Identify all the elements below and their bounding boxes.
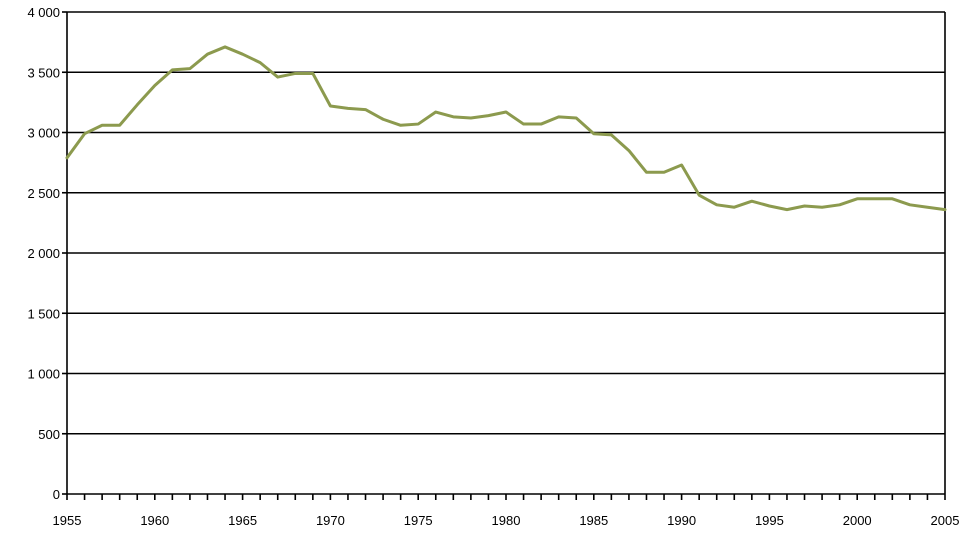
y-tick-label-3500: 3 500	[27, 65, 60, 80]
y-tick-label-1500: 1 500	[27, 306, 60, 321]
x-tick-label-1970: 1970	[316, 513, 345, 528]
series-line-0	[65, 45, 947, 212]
x-axis-tick-labels: 1955 1960 1965 1970 1975 1980 1985 1990 1995 2000…	[53, 513, 960, 528]
x-tick-label-1995: 1995	[755, 513, 784, 528]
x-tick-label-2005: 2005	[931, 513, 960, 528]
y-tick-label-1000: 1 000	[27, 367, 60, 382]
x-tick-label-1980: 1980	[492, 513, 521, 528]
y-tick-label-500: 500	[38, 427, 60, 442]
x-tick-label-1955: 1955	[53, 513, 82, 528]
y-tick-label-2500: 2 500	[27, 186, 60, 201]
x-tick-label-1990: 1990	[667, 513, 696, 528]
x-tick-label-1965: 1965	[228, 513, 257, 528]
x-tick-label-1960: 1960	[140, 513, 169, 528]
y-tick-label-0: 0	[53, 487, 60, 502]
axes	[62, 11, 946, 500]
y-tick-label-2000: 2 000	[27, 246, 60, 261]
y-axis-tick-labels: 0 500 1 000 1 500 2 000 2 500 3 000 3 500 4 000	[27, 5, 60, 502]
x-tick-label-1975: 1975	[404, 513, 433, 528]
series-layer	[65, 45, 947, 212]
grid-lines	[67, 11, 945, 435]
x-tick-label-2000: 2000	[843, 513, 872, 528]
x-tick-label-1985: 1985	[579, 513, 608, 528]
y-tick-label-3000: 3 000	[27, 126, 60, 141]
y-tick-label-4000: 4 000	[27, 5, 60, 20]
